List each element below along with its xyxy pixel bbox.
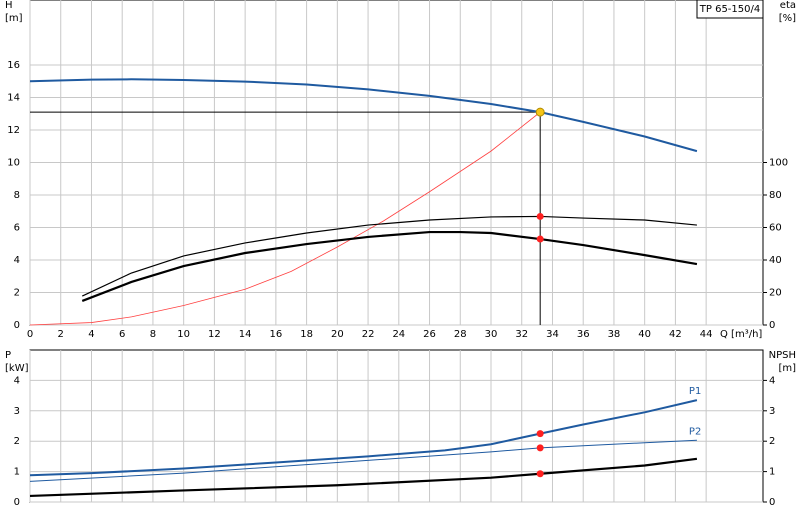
- y-tick-label: 4: [14, 375, 20, 386]
- x-tick-label: 22: [362, 329, 375, 340]
- y-axis-label: [m]: [5, 13, 23, 24]
- x-tick-label: 0: [27, 329, 33, 340]
- curve: [81, 230, 698, 302]
- y-tick-label: 8: [14, 190, 20, 201]
- operating-point: [536, 235, 544, 243]
- x-tick-label: 44: [700, 329, 713, 340]
- operating-point: [536, 444, 544, 452]
- x-tick-label: 6: [119, 329, 125, 340]
- y-axis-label: [kW]: [5, 363, 29, 374]
- y2-tick-label: 0: [769, 320, 775, 331]
- y2-tick-label: 60: [769, 223, 782, 234]
- y2-tick-label: 20: [769, 288, 782, 299]
- y2-tick-label: 3: [769, 406, 775, 417]
- x-axis-label: Q [m³/h]: [720, 329, 762, 340]
- y-tick-label: 1: [14, 467, 20, 478]
- y-tick-label: 0: [14, 497, 20, 508]
- curve: [29, 78, 698, 153]
- x-tick-label: 36: [577, 329, 590, 340]
- y-tick-label: 10: [7, 158, 20, 169]
- title-box: [696, 0, 764, 19]
- curve-label: P2: [689, 426, 701, 437]
- x-tick-label: 30: [485, 329, 498, 340]
- curve: [29, 399, 698, 477]
- y2-tick-label: 2: [769, 436, 775, 447]
- y2-tick-label: 4: [769, 375, 775, 386]
- y-tick-label: 2: [14, 436, 20, 447]
- x-tick-label: 26: [423, 329, 436, 340]
- y2-tick-label: 80: [769, 190, 782, 201]
- x-tick-label: 24: [392, 329, 405, 340]
- y-tick-label: 4: [14, 255, 20, 266]
- y2-tick-label: 40: [769, 255, 782, 266]
- y-axis-label: H: [5, 0, 13, 11]
- y2-tick-label: 0: [769, 497, 775, 508]
- x-tick-label: 16: [270, 329, 283, 340]
- y2-tick-label: 1: [769, 467, 775, 478]
- x-tick-label: 28: [454, 329, 467, 340]
- y-tick-label: 6: [14, 223, 20, 234]
- operating-point: [536, 430, 544, 438]
- x-tick-label: 32: [515, 329, 528, 340]
- curve: [81, 215, 697, 297]
- plot-area: [29, 349, 764, 503]
- curve: [29, 457, 698, 498]
- y2-axis-label: [m]: [778, 363, 796, 374]
- y-axis-label: P: [5, 350, 11, 361]
- x-tick-label: 10: [177, 329, 190, 340]
- x-tick-label: 4: [88, 329, 94, 340]
- y2-axis-label: eta: [780, 0, 796, 11]
- operating-point: [536, 212, 544, 220]
- curve-label: P1: [689, 386, 701, 397]
- x-tick-label: 38: [608, 329, 621, 340]
- curve: [29, 439, 697, 482]
- x-tick-label: 18: [300, 329, 313, 340]
- y2-axis-label: [%]: [779, 13, 796, 24]
- x-tick-label: 34: [546, 329, 559, 340]
- x-tick-label: 42: [669, 329, 682, 340]
- operating-point: [536, 470, 544, 478]
- chart-title: TP 65-150/4: [699, 4, 760, 15]
- y-tick-label: 3: [14, 406, 20, 417]
- x-tick-label: 2: [58, 329, 64, 340]
- y-tick-label: 14: [7, 93, 20, 104]
- x-tick-label: 14: [239, 329, 252, 340]
- curve: [29, 111, 541, 326]
- y-tick-label: 2: [14, 288, 20, 299]
- y-tick-label: 12: [7, 125, 20, 136]
- duty-point: [535, 107, 545, 117]
- x-tick-label: 40: [638, 329, 651, 340]
- y2-tick-label: 100: [769, 158, 788, 169]
- y-tick-label: 0: [14, 320, 20, 331]
- x-tick-label: 12: [208, 329, 221, 340]
- x-tick-label: 20: [331, 329, 344, 340]
- y-tick-label: 16: [7, 60, 20, 71]
- y2-axis-label: NPSH: [769, 350, 796, 361]
- x-tick-label: 8: [150, 329, 156, 340]
